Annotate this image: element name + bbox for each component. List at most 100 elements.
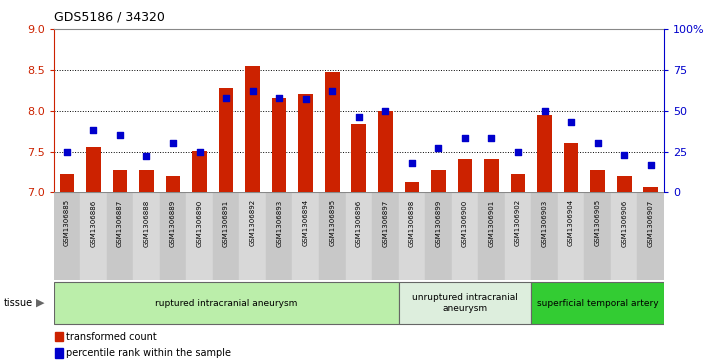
Text: GSM1306899: GSM1306899 — [436, 199, 441, 246]
Text: GSM1306896: GSM1306896 — [356, 199, 362, 246]
Point — [221, 95, 232, 101]
Bar — [80, 192, 106, 280]
Bar — [272, 98, 286, 192]
Point — [592, 140, 603, 146]
Bar — [484, 159, 499, 192]
Bar — [458, 159, 472, 192]
Bar — [505, 192, 531, 280]
Text: GSM1306897: GSM1306897 — [382, 199, 388, 246]
Text: GSM1306902: GSM1306902 — [515, 199, 521, 246]
Bar — [218, 88, 233, 192]
Bar — [319, 192, 346, 280]
Point — [273, 95, 285, 101]
Text: GSM1306886: GSM1306886 — [91, 199, 96, 246]
Point — [193, 149, 205, 155]
Point — [433, 145, 444, 151]
Text: superficial temporal artery: superficial temporal artery — [537, 299, 658, 307]
Text: transformed count: transformed count — [66, 332, 157, 342]
Point — [618, 152, 630, 158]
Point — [380, 108, 391, 114]
Text: GSM1306895: GSM1306895 — [329, 199, 336, 246]
Bar — [531, 192, 558, 280]
Bar — [86, 147, 101, 192]
Bar — [617, 176, 631, 192]
Bar — [405, 182, 419, 192]
Point — [141, 154, 152, 159]
Bar — [266, 192, 293, 280]
Bar — [54, 192, 80, 280]
Bar — [59, 175, 74, 192]
Bar — [134, 192, 160, 280]
Bar — [590, 170, 605, 192]
Text: GSM1306887: GSM1306887 — [117, 199, 123, 246]
Bar — [192, 151, 207, 192]
Text: GSM1306901: GSM1306901 — [488, 199, 495, 246]
Bar — [213, 192, 239, 280]
Point — [565, 119, 577, 125]
Text: GSM1306906: GSM1306906 — [621, 199, 627, 246]
Bar — [531, 282, 664, 325]
Text: GSM1306904: GSM1306904 — [568, 199, 574, 246]
Bar — [346, 192, 372, 280]
Text: ▶: ▶ — [36, 298, 44, 308]
Text: GSM1306893: GSM1306893 — [276, 199, 282, 246]
Point — [486, 135, 497, 141]
Text: GSM1306894: GSM1306894 — [303, 199, 308, 246]
Text: GSM1306891: GSM1306891 — [223, 199, 229, 246]
Bar — [643, 187, 658, 192]
Bar — [478, 192, 505, 280]
Bar — [239, 192, 266, 280]
Text: ruptured intracranial aneurysm: ruptured intracranial aneurysm — [155, 299, 297, 307]
Point — [645, 162, 656, 168]
Bar — [431, 170, 446, 192]
Bar — [638, 192, 664, 280]
Text: GSM1306892: GSM1306892 — [250, 199, 256, 246]
Bar — [186, 192, 213, 280]
Point — [114, 132, 126, 138]
Text: GSM1306888: GSM1306888 — [144, 199, 149, 246]
Text: GSM1306885: GSM1306885 — [64, 199, 70, 246]
Text: GSM1306905: GSM1306905 — [595, 199, 600, 246]
Bar — [558, 192, 584, 280]
Point — [88, 127, 99, 133]
Bar — [298, 94, 313, 192]
Bar — [398, 282, 531, 325]
Bar — [54, 282, 398, 325]
Bar — [564, 143, 578, 192]
Point — [247, 88, 258, 94]
Bar — [351, 124, 366, 192]
Bar — [378, 111, 393, 192]
Text: GSM1306890: GSM1306890 — [196, 199, 203, 246]
Bar — [113, 170, 127, 192]
Bar — [55, 348, 63, 358]
Bar — [106, 192, 134, 280]
Point — [406, 160, 418, 166]
Bar — [425, 192, 452, 280]
Bar — [160, 192, 186, 280]
Bar — [139, 170, 154, 192]
Text: GSM1306898: GSM1306898 — [409, 199, 415, 246]
Bar — [293, 192, 319, 280]
Point — [326, 88, 338, 94]
Bar — [511, 175, 526, 192]
Text: GSM1306900: GSM1306900 — [462, 199, 468, 246]
Point — [61, 149, 73, 155]
Point — [300, 96, 311, 102]
Text: tissue: tissue — [4, 298, 33, 308]
Bar — [611, 192, 638, 280]
Bar — [537, 115, 552, 192]
Point — [353, 114, 365, 120]
Text: GSM1306907: GSM1306907 — [648, 199, 654, 246]
Point — [513, 149, 524, 155]
Bar — [325, 72, 340, 192]
Point — [459, 135, 471, 141]
Bar — [584, 192, 611, 280]
Point — [167, 140, 178, 146]
Point — [539, 108, 550, 114]
Text: GDS5186 / 34320: GDS5186 / 34320 — [54, 11, 164, 24]
Text: percentile rank within the sample: percentile rank within the sample — [66, 348, 231, 358]
Bar — [398, 192, 425, 280]
Bar — [452, 192, 478, 280]
Bar — [372, 192, 398, 280]
Bar — [246, 66, 260, 192]
